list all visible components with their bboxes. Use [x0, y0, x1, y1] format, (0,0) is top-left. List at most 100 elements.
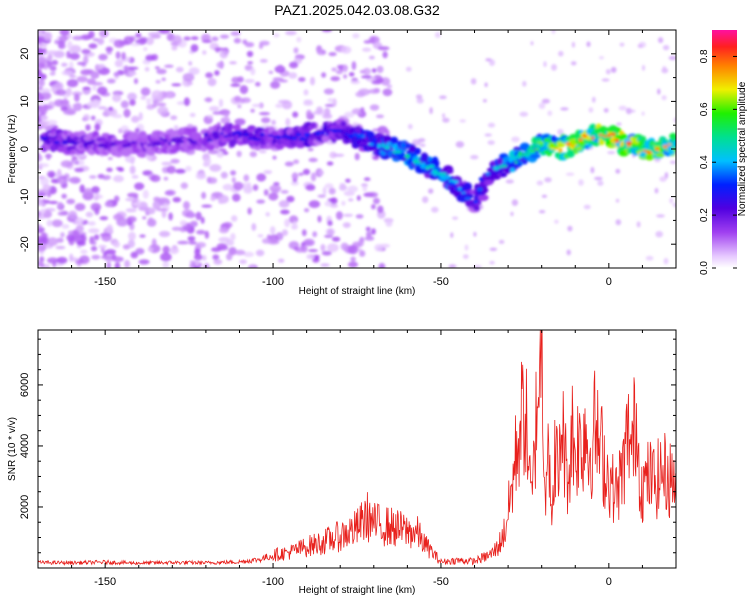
heatmap-noise-blob	[442, 113, 446, 118]
heatmap-noise-blob	[66, 198, 76, 205]
heatmap-noise-blob	[202, 255, 207, 261]
heatmap-noise-blob	[368, 88, 380, 94]
heatmap-noise-blob	[117, 167, 125, 172]
heatmap-noise-blob	[169, 246, 179, 255]
heatmap-noise-blob	[258, 43, 264, 49]
heatmap-noise-blob	[61, 193, 67, 199]
heatmap-noise-blob	[234, 95, 242, 103]
heatmap-ridge-core	[500, 164, 508, 168]
heatmap-noise-blob	[470, 78, 477, 85]
heatmap-noise-blob	[544, 177, 552, 183]
heatmap-noise-blob	[590, 166, 595, 174]
heatmap-ridge-core	[97, 143, 105, 148]
heatmap-noise-blob	[135, 248, 145, 255]
heatmap-noise-blob	[350, 256, 356, 262]
heatmap-noise-blob	[171, 226, 183, 231]
heatmap-ridge-blob	[190, 127, 197, 133]
heatmap-ridge-blob	[463, 182, 473, 191]
heatmap-ridge-core	[146, 144, 153, 147]
heatmap-noise-blob	[75, 224, 84, 233]
heatmap-noise-blob	[128, 231, 136, 241]
heatmap-noise-blob	[57, 168, 62, 176]
heatmap-noise-blob	[77, 240, 86, 246]
heatmap-noise-blob	[591, 96, 596, 103]
colorbar-tick-label: 0.0	[699, 261, 710, 275]
heatmap-noise-blob	[68, 210, 78, 220]
x-tick-label: -150	[94, 276, 116, 288]
heatmap-noise-blob	[195, 211, 202, 221]
heatmap-noise-blob	[359, 250, 366, 257]
heatmap-noise-blob	[74, 203, 86, 211]
heatmap-noise-blob	[434, 32, 441, 38]
heatmap-noise-blob	[645, 255, 654, 261]
heatmap-noise-blob	[214, 70, 220, 76]
heatmap-noise-blob	[586, 41, 591, 47]
heatmap-noise-blob	[272, 155, 277, 160]
heatmap-noise-blob	[662, 45, 670, 51]
heatmap-noise-blob	[106, 224, 113, 234]
heatmap-noise-blob	[61, 224, 70, 229]
heatmap-noise-blob	[114, 262, 121, 268]
heatmap-noise-blob	[195, 242, 207, 248]
heatmap-noise-blob	[205, 72, 214, 79]
heatmap-noise-blob	[115, 51, 121, 60]
heatmap-noise-blob	[672, 202, 676, 208]
heatmap-noise-blob	[637, 44, 643, 49]
heatmap-noise-blob	[303, 89, 309, 96]
heatmap-noise-blob	[54, 39, 60, 45]
x-tick-label: -50	[433, 576, 449, 588]
heatmap-noise-blob	[351, 61, 357, 71]
heatmap-noise-blob	[439, 95, 447, 100]
heatmap-noise-blob	[247, 61, 254, 65]
heatmap-noise-blob	[351, 108, 363, 115]
heatmap-noise-blob	[231, 76, 241, 84]
heatmap-noise-blob	[268, 70, 274, 74]
heatmap-noise-blob	[296, 36, 302, 43]
heatmap-noise-blob	[250, 67, 256, 76]
heatmap-ridge-core	[220, 132, 224, 135]
heatmap-noise-blob	[226, 253, 233, 261]
heatmap-noise-blob	[344, 111, 355, 118]
heatmap-ridge-core	[550, 147, 554, 150]
heatmap-ridge-core	[558, 148, 563, 153]
heatmap-noise-blob	[83, 114, 90, 122]
heatmap-ridge-core	[655, 147, 660, 151]
heatmap-noise-blob	[90, 115, 96, 121]
heatmap-noise-blob	[288, 72, 298, 79]
heatmap-noise-blob	[316, 106, 323, 114]
heatmap-ridge-blob	[415, 147, 421, 155]
heatmap-noise-blob	[57, 211, 65, 216]
heatmap-noise-blob	[107, 78, 116, 84]
heatmap-noise-blob	[58, 178, 66, 185]
heatmap-ridge-core	[360, 134, 366, 138]
heatmap-noise-blob	[220, 171, 228, 179]
heatmap-ridge-core	[255, 138, 261, 141]
heatmap-noise-blob	[112, 93, 122, 103]
heatmap-noise-blob	[655, 231, 663, 238]
heatmap-ridge-core	[397, 151, 402, 154]
heatmap-noise-blob	[46, 153, 51, 161]
heatmap-noise-blob	[231, 177, 236, 183]
colorbar: 0.0 0.2 0.4 0.6 0.8 Normalized spectral ampl…	[699, 30, 748, 275]
heatmap-noise-blob	[69, 52, 80, 60]
heatmap-noise-blob	[233, 37, 241, 44]
heatmap-noise-blob	[180, 182, 188, 189]
heatmap-ridge-blob	[644, 152, 655, 161]
heatmap-noise-blob	[187, 236, 196, 242]
heatmap-noise-blob	[130, 251, 139, 259]
heatmap-noise-blob	[98, 244, 107, 249]
heatmap-noise-blob	[105, 249, 116, 255]
heatmap-ridge-core	[391, 151, 399, 154]
heatmap-noise-blob	[428, 188, 434, 194]
heatmap-ridge-core	[377, 143, 382, 148]
heatmap-noise-blob	[565, 172, 575, 176]
heatmap-noise-blob	[177, 240, 189, 245]
heatmap-noise-blob	[60, 160, 73, 168]
heatmap-noise-blob	[53, 99, 66, 107]
heatmap-noise-blob	[599, 56, 604, 60]
heatmap-ridge-core	[581, 134, 588, 138]
heatmap-noise-blob	[578, 179, 584, 186]
heatmap-noise-blob	[212, 111, 222, 115]
heatmap-noise-blob	[83, 188, 94, 197]
heatmap-ridge-core	[272, 135, 277, 139]
